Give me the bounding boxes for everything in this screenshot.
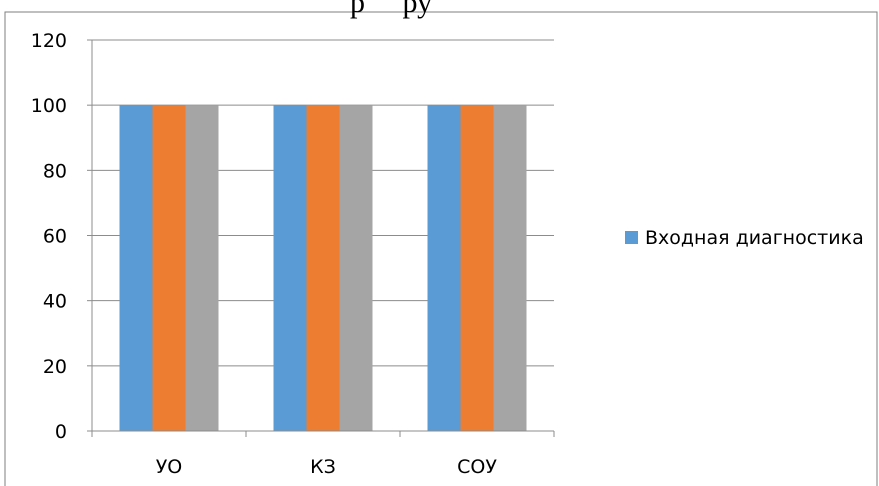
bar-КЗ-series-1 bbox=[306, 105, 340, 432]
chart-title: р ру bbox=[350, 0, 432, 19]
bar-СОУ-series-0 bbox=[427, 105, 461, 432]
legend-label: Входная диагностика bbox=[645, 227, 864, 249]
x-tick-labels: УО КЗ СОУ bbox=[156, 456, 498, 478]
y-tick-labels: 0 20 40 60 80 100 120 bbox=[31, 30, 67, 443]
legend: Входная диагностика bbox=[625, 227, 864, 249]
x-tick-label: КЗ bbox=[310, 456, 336, 478]
y-tick-label: 80 bbox=[43, 160, 67, 182]
y-tick-label: 20 bbox=[43, 356, 67, 378]
y-tick-label: 120 bbox=[31, 30, 67, 52]
bar-КЗ-series-2 bbox=[339, 105, 373, 432]
y-tick-label: 60 bbox=[43, 226, 67, 248]
legend-swatch bbox=[625, 231, 638, 244]
bars bbox=[119, 105, 527, 432]
bar-УО-series-1 bbox=[152, 105, 186, 432]
bar-КЗ-series-0 bbox=[273, 105, 307, 432]
bar-СОУ-series-2 bbox=[493, 105, 527, 432]
bar-СОУ-series-1 bbox=[460, 105, 494, 432]
x-tick-label: СОУ bbox=[457, 456, 497, 478]
bar-УО-series-2 bbox=[185, 105, 219, 432]
y-tick-label: 0 bbox=[55, 421, 67, 443]
bar-УО-series-0 bbox=[119, 105, 153, 432]
y-tick-label: 40 bbox=[43, 291, 67, 313]
chart-border bbox=[4, 11, 878, 486]
x-tick-label: УО bbox=[156, 456, 183, 478]
axes bbox=[91, 40, 555, 437]
y-tick-label: 100 bbox=[31, 95, 67, 117]
